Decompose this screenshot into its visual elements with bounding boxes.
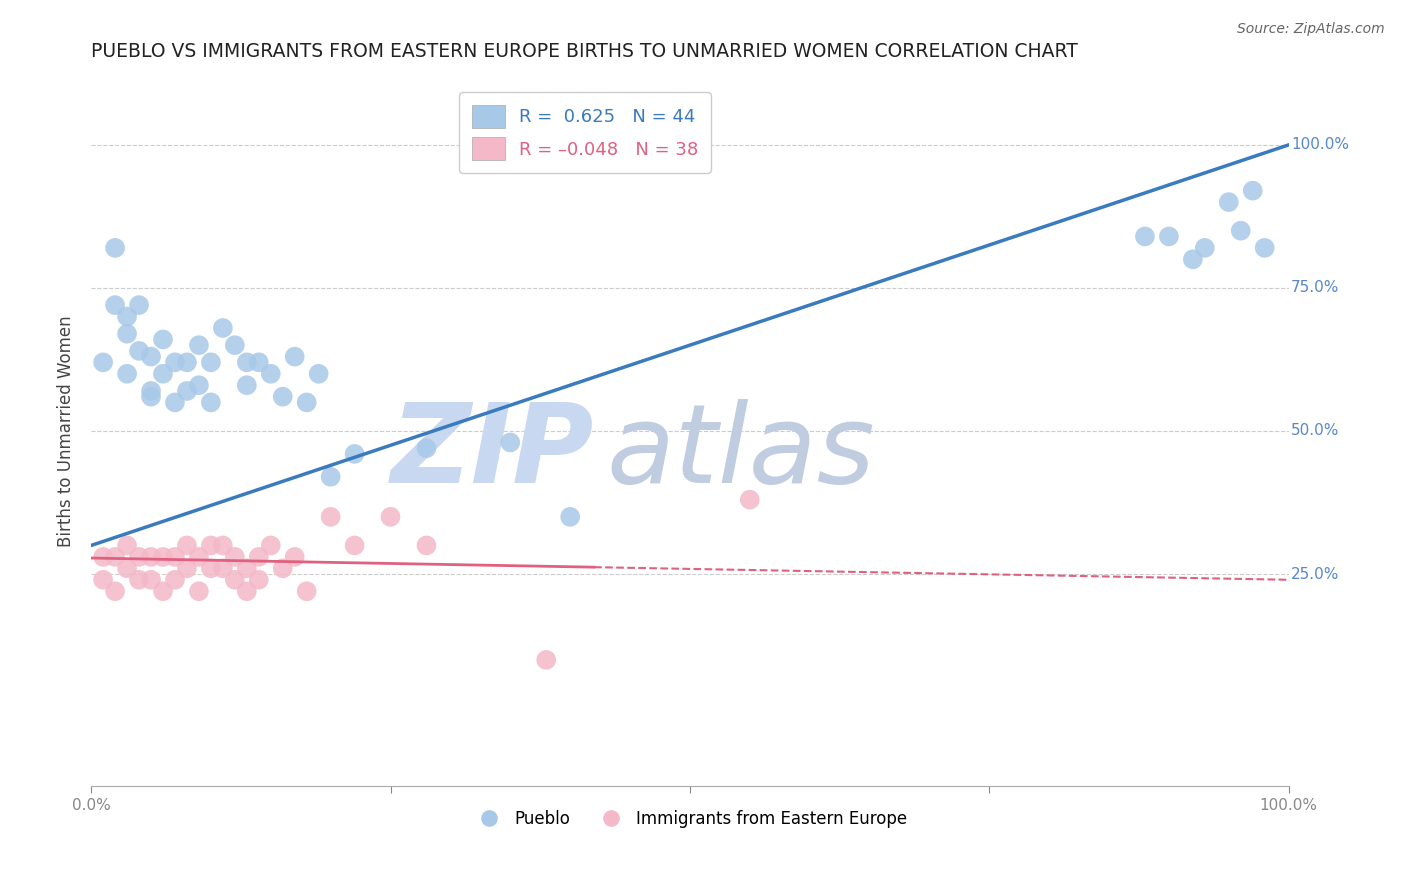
Point [91, 549, 114, 564]
Point [91, 573, 114, 587]
Point [236, 561, 259, 575]
Point [139, 549, 162, 564]
Point [104, 549, 127, 564]
Point [319, 470, 342, 484]
Point [1194, 241, 1216, 255]
Point [163, 549, 186, 564]
Point [139, 384, 162, 398]
Point [115, 367, 138, 381]
Text: 25.0%: 25.0% [1291, 566, 1340, 582]
Point [152, 367, 174, 381]
Point [534, 653, 557, 667]
Point [247, 573, 270, 587]
Y-axis label: Births to Unmarried Women: Births to Unmarried Women [58, 315, 75, 547]
Point [1253, 241, 1275, 255]
Point [212, 561, 235, 575]
Text: 50.0%: 50.0% [1291, 424, 1340, 439]
Point [200, 538, 222, 552]
Point [139, 350, 162, 364]
Point [224, 573, 246, 587]
Point [187, 338, 209, 352]
Legend: Pueblo, Immigrants from Eastern Europe: Pueblo, Immigrants from Eastern Europe [465, 803, 914, 834]
Point [152, 549, 174, 564]
Point [1181, 252, 1204, 267]
Point [176, 538, 198, 552]
Point [128, 573, 150, 587]
Point [200, 395, 222, 409]
Point [200, 561, 222, 575]
Point [271, 561, 294, 575]
Point [104, 241, 127, 255]
Point [115, 326, 138, 341]
Point [415, 441, 437, 455]
Point [236, 584, 259, 599]
Point [308, 367, 330, 381]
Point [380, 509, 402, 524]
Point [212, 538, 235, 552]
Point [128, 343, 150, 358]
Point [415, 538, 437, 552]
Point [247, 355, 270, 369]
Point [343, 447, 366, 461]
Point [176, 561, 198, 575]
Point [115, 561, 138, 575]
Point [236, 355, 259, 369]
Point [343, 538, 366, 552]
Point [163, 355, 186, 369]
Point [738, 492, 761, 507]
Point [139, 573, 162, 587]
Point [271, 390, 294, 404]
Point [295, 584, 318, 599]
Point [128, 549, 150, 564]
Point [1229, 224, 1251, 238]
Point [260, 538, 283, 552]
Point [1157, 229, 1180, 244]
Point [139, 390, 162, 404]
Point [319, 509, 342, 524]
Point [284, 350, 307, 364]
Text: 75.0%: 75.0% [1291, 280, 1340, 295]
Point [152, 584, 174, 599]
Point [104, 584, 127, 599]
Point [224, 549, 246, 564]
Point [1133, 229, 1156, 244]
Text: ZIP: ZIP [391, 399, 595, 506]
Point [128, 298, 150, 312]
Point [187, 378, 209, 392]
Point [236, 378, 259, 392]
Point [1218, 195, 1240, 210]
Point [187, 549, 209, 564]
Point [499, 435, 522, 450]
Point [260, 367, 283, 381]
Point [284, 549, 307, 564]
Point [104, 298, 127, 312]
Text: atlas: atlas [606, 399, 875, 506]
Point [295, 395, 318, 409]
Point [212, 321, 235, 335]
Point [91, 355, 114, 369]
Text: 100.0%: 100.0% [1291, 137, 1348, 153]
Point [224, 338, 246, 352]
Point [560, 509, 582, 524]
Text: PUEBLO VS IMMIGRANTS FROM EASTERN EUROPE BIRTHS TO UNMARRIED WOMEN CORRELATION C: PUEBLO VS IMMIGRANTS FROM EASTERN EUROPE… [91, 42, 1078, 61]
Point [176, 384, 198, 398]
Point [152, 333, 174, 347]
Point [200, 355, 222, 369]
Point [247, 549, 270, 564]
Text: Source: ZipAtlas.com: Source: ZipAtlas.com [1237, 22, 1385, 37]
Point [1241, 184, 1264, 198]
Point [187, 584, 209, 599]
Point [176, 355, 198, 369]
Point [163, 573, 186, 587]
Point [115, 538, 138, 552]
Point [115, 310, 138, 324]
Point [163, 395, 186, 409]
